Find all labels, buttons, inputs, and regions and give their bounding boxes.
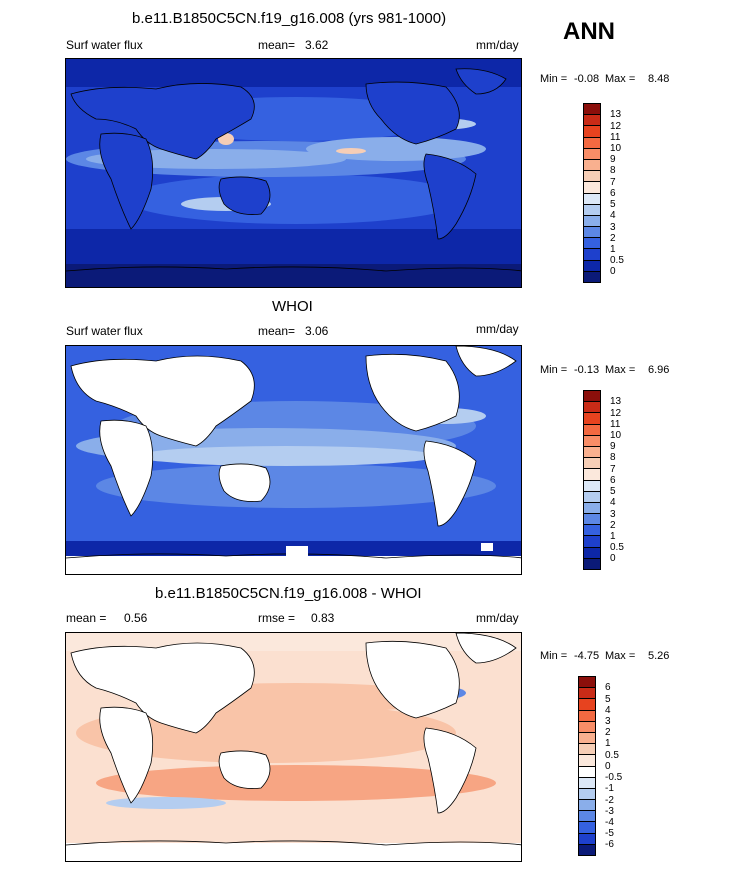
rmse-label: rmse =: [258, 611, 296, 625]
colorbar-tick: -1: [605, 783, 614, 794]
colorbar-tick: 6: [610, 188, 616, 199]
colorbar-tick: 3: [610, 509, 616, 520]
colorbar-tick: 6: [610, 475, 616, 486]
colorbar-tick: -3: [605, 806, 614, 817]
colorbar-tick: 5: [605, 694, 611, 705]
min-value: -4.75: [574, 650, 600, 662]
colorbar-tick: 2: [610, 233, 616, 244]
colorbar-tick: -2: [605, 795, 614, 806]
colorbar-tick: 4: [610, 497, 616, 508]
units-label: mm/day: [476, 611, 519, 625]
map-diff-svg: [66, 633, 521, 861]
max-label: Max =: [605, 73, 636, 85]
colorbar-tick: 12: [610, 121, 622, 132]
units-label: mm/day: [476, 38, 519, 52]
colorbar-tick: -5: [605, 828, 614, 839]
panel-title: b.e11.B1850C5CN.f19_g16.008 - WHOI: [155, 585, 422, 602]
colorbar-tick: 4: [605, 705, 611, 716]
mean-value: 3.06: [305, 324, 329, 338]
colorbar-tick: 3: [605, 716, 611, 727]
colorbar-tick: 1: [605, 738, 611, 749]
mean-label: mean=: [258, 324, 296, 338]
max-value: 5.26: [648, 650, 670, 662]
colorbar-tick: 0.5: [610, 542, 624, 553]
season-label: ANN: [563, 18, 615, 45]
units-label: mm/day: [476, 322, 519, 336]
map-diff: [65, 632, 522, 862]
max-label: Max =: [605, 650, 636, 662]
colorbar-tick: 10: [610, 430, 622, 441]
colorbar-tick: 5: [610, 199, 616, 210]
mean-label: mean =: [66, 611, 107, 625]
colorbar-tick: -0.5: [605, 772, 623, 783]
colorbar-tick: 9: [610, 441, 616, 452]
map-model-svg: [66, 59, 521, 287]
colorbar-tick: 7: [610, 464, 616, 475]
colorbar-model: [583, 103, 601, 283]
min-value: -0.08: [574, 73, 600, 85]
colorbar-tick: -6: [605, 839, 614, 850]
min-value: -0.13: [574, 364, 600, 376]
colorbar-tick: 1: [610, 244, 616, 255]
colorbar-obs: [583, 390, 601, 570]
mean-value: 0.56: [124, 611, 148, 625]
colorbar-tick: 0: [605, 761, 611, 772]
min-label: Min =: [540, 364, 568, 376]
colorbar-tick: 6: [605, 682, 611, 693]
map-model: [65, 58, 522, 288]
max-label: Max =: [605, 364, 636, 376]
max-value: 6.96: [648, 364, 670, 376]
panel-title: b.e11.B1850C5CN.f19_g16.008 (yrs 981-100…: [132, 10, 447, 27]
min-label: Min =: [540, 650, 568, 662]
mean-label: mean=: [258, 38, 296, 52]
colorbar-tick: 2: [610, 520, 616, 531]
colorbar-tick: 0: [610, 553, 616, 564]
rmse-value: 0.83: [311, 611, 335, 625]
min-label: Min =: [540, 73, 568, 85]
colorbar-tick: 7: [610, 177, 616, 188]
colorbar-tick: 12: [610, 408, 622, 419]
colorbar-tick: 3: [610, 222, 616, 233]
max-value: 8.48: [648, 73, 670, 85]
colorbar-tick: 2: [605, 727, 611, 738]
variable-label: Surf water flux: [66, 324, 143, 338]
colorbar-tick: 11: [610, 419, 621, 430]
colorbar-tick: 13: [610, 109, 622, 120]
colorbar-tick: 8: [610, 452, 616, 463]
map-obs-svg: [66, 346, 521, 574]
colorbar-tick: 11: [610, 132, 621, 143]
colorbar-diff: [578, 676, 596, 856]
variable-label: Surf water flux: [66, 38, 143, 52]
colorbar-tick: 4: [610, 210, 616, 221]
colorbar-tick: 9: [610, 154, 616, 165]
colorbar-tick: 5: [610, 486, 616, 497]
colorbar-tick: 8: [610, 165, 616, 176]
colorbar-tick: -4: [605, 817, 614, 828]
colorbar-tick: 0: [610, 266, 616, 277]
map-obs: [65, 345, 522, 575]
colorbar-tick: 0.5: [605, 750, 619, 761]
colorbar-tick: 13: [610, 396, 622, 407]
mean-value: 3.62: [305, 38, 329, 52]
colorbar-tick: 10: [610, 143, 622, 154]
colorbar-tick: 0.5: [610, 255, 624, 266]
panel-title: WHOI: [272, 298, 313, 315]
colorbar-tick: 1: [610, 531, 616, 542]
